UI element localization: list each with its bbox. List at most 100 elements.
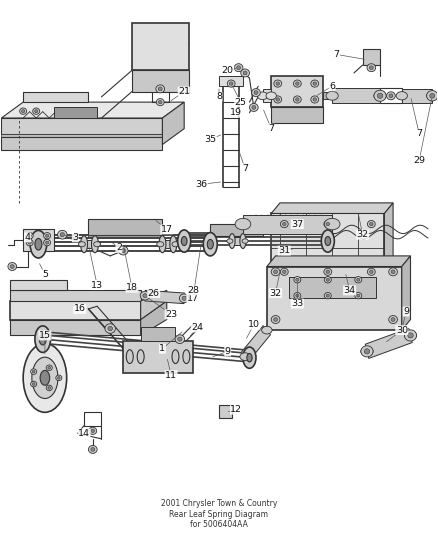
- Ellipse shape: [321, 230, 334, 252]
- Ellipse shape: [370, 270, 373, 273]
- Ellipse shape: [280, 268, 288, 276]
- Text: 17: 17: [187, 294, 199, 303]
- Ellipse shape: [324, 293, 331, 299]
- Ellipse shape: [44, 232, 50, 239]
- Ellipse shape: [326, 278, 329, 281]
- Ellipse shape: [46, 235, 49, 237]
- Ellipse shape: [35, 110, 38, 112]
- Ellipse shape: [26, 239, 33, 246]
- Ellipse shape: [252, 106, 256, 109]
- Ellipse shape: [172, 241, 179, 247]
- Polygon shape: [365, 328, 412, 359]
- Ellipse shape: [227, 80, 235, 87]
- Ellipse shape: [181, 237, 187, 246]
- Ellipse shape: [274, 318, 278, 321]
- Ellipse shape: [11, 265, 14, 268]
- Ellipse shape: [31, 381, 37, 387]
- Text: 14: 14: [78, 429, 90, 438]
- Polygon shape: [267, 266, 402, 330]
- Text: 10: 10: [248, 320, 260, 329]
- Polygon shape: [332, 88, 380, 103]
- Ellipse shape: [159, 236, 166, 253]
- Text: 16: 16: [74, 304, 86, 313]
- Polygon shape: [10, 319, 141, 335]
- Text: 7: 7: [333, 50, 339, 59]
- Text: 5: 5: [42, 270, 48, 279]
- Ellipse shape: [408, 333, 413, 338]
- Ellipse shape: [427, 92, 438, 100]
- Ellipse shape: [374, 90, 386, 101]
- Polygon shape: [271, 76, 323, 108]
- Ellipse shape: [26, 232, 33, 239]
- Ellipse shape: [391, 318, 395, 321]
- Polygon shape: [262, 90, 271, 102]
- Text: 11: 11: [165, 370, 177, 379]
- Ellipse shape: [105, 324, 116, 333]
- Text: 26: 26: [148, 288, 160, 297]
- Ellipse shape: [235, 219, 251, 230]
- Ellipse shape: [266, 92, 276, 100]
- Polygon shape: [88, 235, 162, 237]
- Ellipse shape: [170, 236, 177, 253]
- Ellipse shape: [39, 333, 46, 345]
- Text: 30: 30: [396, 326, 408, 335]
- Ellipse shape: [240, 353, 251, 360]
- Ellipse shape: [296, 294, 299, 297]
- Text: 7: 7: [416, 130, 422, 139]
- Ellipse shape: [389, 316, 397, 324]
- Ellipse shape: [326, 270, 329, 273]
- Ellipse shape: [121, 248, 125, 253]
- Ellipse shape: [183, 350, 190, 364]
- Ellipse shape: [427, 91, 438, 101]
- Text: 12: 12: [230, 405, 242, 414]
- Ellipse shape: [261, 326, 272, 334]
- Ellipse shape: [20, 108, 27, 114]
- Ellipse shape: [276, 82, 279, 85]
- Ellipse shape: [94, 241, 101, 247]
- Ellipse shape: [274, 270, 278, 273]
- Text: 17: 17: [161, 225, 173, 234]
- Ellipse shape: [396, 92, 407, 100]
- Ellipse shape: [229, 233, 235, 248]
- Polygon shape: [23, 92, 88, 102]
- Ellipse shape: [324, 219, 340, 230]
- Ellipse shape: [313, 98, 317, 101]
- Ellipse shape: [293, 80, 301, 87]
- Polygon shape: [1, 134, 162, 136]
- Ellipse shape: [32, 370, 35, 373]
- Ellipse shape: [159, 100, 162, 104]
- Text: 9: 9: [225, 347, 231, 356]
- Ellipse shape: [237, 66, 240, 69]
- Polygon shape: [243, 215, 332, 233]
- Ellipse shape: [430, 93, 435, 98]
- Polygon shape: [1, 136, 162, 150]
- Text: 29: 29: [413, 156, 425, 165]
- Ellipse shape: [91, 448, 95, 451]
- Ellipse shape: [28, 241, 31, 244]
- Ellipse shape: [180, 294, 189, 303]
- Ellipse shape: [44, 239, 50, 246]
- Ellipse shape: [57, 230, 67, 239]
- Ellipse shape: [35, 238, 42, 250]
- Text: 37: 37: [291, 220, 304, 229]
- Polygon shape: [402, 256, 410, 330]
- Ellipse shape: [274, 96, 282, 103]
- Ellipse shape: [48, 367, 50, 369]
- Ellipse shape: [296, 98, 299, 101]
- Ellipse shape: [32, 357, 58, 399]
- Ellipse shape: [294, 293, 301, 299]
- Polygon shape: [271, 214, 385, 282]
- Ellipse shape: [81, 236, 88, 253]
- Ellipse shape: [325, 237, 331, 246]
- Ellipse shape: [374, 91, 386, 100]
- Ellipse shape: [48, 386, 50, 389]
- Polygon shape: [271, 108, 323, 123]
- Text: 32: 32: [357, 230, 369, 239]
- Polygon shape: [23, 229, 53, 251]
- Ellipse shape: [361, 346, 373, 357]
- Text: 3: 3: [72, 233, 78, 242]
- Ellipse shape: [294, 277, 301, 283]
- Polygon shape: [10, 280, 67, 290]
- Polygon shape: [267, 256, 410, 266]
- Ellipse shape: [357, 294, 360, 297]
